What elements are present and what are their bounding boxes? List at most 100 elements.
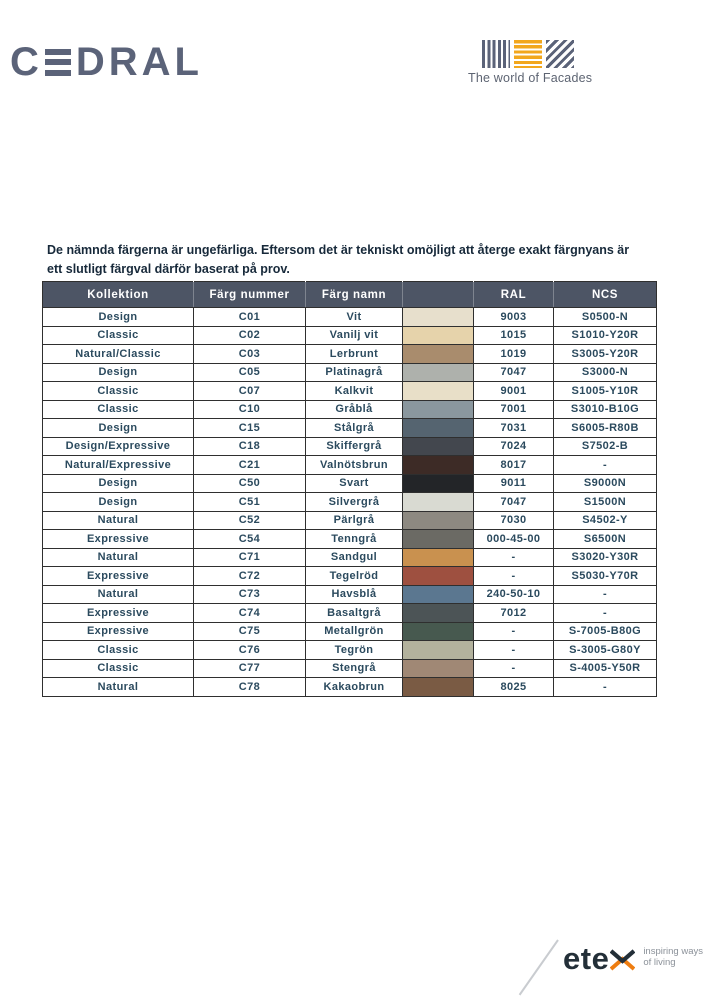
ncs-cell: S-7005-B80G <box>553 621 657 641</box>
etex-tagline: inspiring ways of living <box>643 946 703 969</box>
ral-cell: - <box>473 621 554 641</box>
color-swatch <box>402 325 474 345</box>
color-number-cell: C02 <box>193 325 306 345</box>
table-row: Expressive C75 Metallgrön - S-7005-B80G <box>42 621 657 641</box>
color-number-cell: C78 <box>193 677 306 697</box>
collection-cell: Natural <box>42 510 194 530</box>
color-swatch <box>402 547 474 567</box>
color-number-cell: C50 <box>193 473 306 493</box>
collection-cell: Expressive <box>42 621 194 641</box>
etex-logo: ete inspiring ways of living <box>563 941 703 977</box>
ral-cell: 7012 <box>473 603 554 623</box>
intro-line-1: De nämnda färgerna är ungefärliga. Efter… <box>47 242 630 257</box>
table-row: Expressive C74 Basaltgrå 7012 - <box>42 603 657 623</box>
ral-cell: 7031 <box>473 418 554 438</box>
color-name-cell: Kalkvit <box>305 381 403 401</box>
table-row: Natural C71 Sandgul - S3020-Y30R <box>42 547 657 567</box>
color-number-cell: C71 <box>193 547 306 567</box>
color-swatch <box>402 418 474 438</box>
collection-cell: Expressive <box>42 603 194 623</box>
collection-cell: Design/Expressive <box>42 436 194 456</box>
color-number-cell: C75 <box>193 621 306 641</box>
footer-diagonal-divider <box>518 939 559 996</box>
table-row: Design C50 Svart 9011 S9000N <box>42 473 657 493</box>
color-swatch <box>402 492 474 512</box>
collection-cell: Design <box>42 473 194 493</box>
cedral-logo-letter-c: C <box>10 40 43 84</box>
color-swatch <box>402 677 474 697</box>
table-row: Natural C73 Havsblå 240-50-10 - <box>42 584 657 604</box>
color-number-cell: C73 <box>193 584 306 604</box>
color-swatch <box>402 603 474 623</box>
ral-cell: 000-45-00 <box>473 529 554 549</box>
facades-tagline: The world of Facades <box>468 71 593 85</box>
table-row: Design C01 Vit 9003 S0500-N <box>42 307 657 327</box>
ncs-cell: S3010-B10G <box>553 399 657 419</box>
color-name-cell: Havsblå <box>305 584 403 604</box>
color-swatch <box>402 584 474 604</box>
color-number-cell: C76 <box>193 640 306 660</box>
collection-cell: Natural/Classic <box>42 344 194 364</box>
color-number-cell: C74 <box>193 603 306 623</box>
cedral-logo-e-bars-icon <box>44 48 71 76</box>
color-name-cell: Stålgrå <box>305 418 403 438</box>
color-table-body: Design C01 Vit 9003 S0500-N Classic C02 … <box>42 307 657 697</box>
color-name-cell: Svart <box>305 473 403 493</box>
color-name-cell: Basaltgrå <box>305 603 403 623</box>
etex-wordmark: ete <box>563 941 610 977</box>
ncs-cell: S7502-B <box>553 436 657 456</box>
table-row: Design/Expressive C18 Skiffergrå 7024 S7… <box>42 436 657 456</box>
ral-cell: 7047 <box>473 492 554 512</box>
table-row: Design C51 Silvergrå 7047 S1500N <box>42 492 657 512</box>
color-name-cell: Tegrön <box>305 640 403 660</box>
color-swatch <box>402 510 474 530</box>
color-name-cell: Platinagrå <box>305 362 403 382</box>
table-row: Natural C78 Kakaobrun 8025 - <box>42 677 657 697</box>
header-farg-namn: Färg namn <box>305 281 403 308</box>
collection-cell: Design <box>42 307 194 327</box>
color-name-cell: Pärlgrå <box>305 510 403 530</box>
header-ral: RAL <box>473 281 554 308</box>
collection-cell: Classic <box>42 381 194 401</box>
color-name-cell: Gråblå <box>305 399 403 419</box>
header-kollektion: Kollektion <box>42 281 194 308</box>
table-row: Classic C76 Tegrön - S-3005-G80Y <box>42 640 657 660</box>
ral-cell: - <box>473 547 554 567</box>
ncs-cell: S6500N <box>553 529 657 549</box>
collection-cell: Natural/Expressive <box>42 455 194 475</box>
color-name-cell: Stengrå <box>305 658 403 678</box>
table-header-row: Kollektion Färg nummer Färg namn RAL NCS <box>42 281 657 308</box>
color-number-cell: C21 <box>193 455 306 475</box>
collection-cell: Classic <box>42 325 194 345</box>
table-row: Natural/Expressive C21 Valnötsbrun 8017 … <box>42 455 657 475</box>
facades-logo: The world of Facades <box>468 40 593 85</box>
table-row: Expressive C72 Tegelröd - S5030-Y70R <box>42 566 657 586</box>
color-number-cell: C15 <box>193 418 306 438</box>
color-name-cell: Sandgul <box>305 547 403 567</box>
color-swatch <box>402 344 474 364</box>
vertical-stripes-icon <box>482 40 510 68</box>
ncs-cell: S1010-Y20R <box>553 325 657 345</box>
collection-cell: Natural <box>42 547 194 567</box>
table-row: Design C05 Platinagrå 7047 S3000-N <box>42 362 657 382</box>
collection-cell: Design <box>42 492 194 512</box>
color-swatch <box>402 455 474 475</box>
color-number-cell: C10 <box>193 399 306 419</box>
color-number-cell: C54 <box>193 529 306 549</box>
color-swatch <box>402 658 474 678</box>
intro-line-2: ett slutligt färgval därför baserat på p… <box>47 261 290 276</box>
ncs-cell: - <box>553 455 657 475</box>
ral-cell: 9001 <box>473 381 554 401</box>
ncs-cell: S-4005-Y50R <box>553 658 657 678</box>
color-swatch <box>402 640 474 660</box>
color-name-cell: Skiffergrå <box>305 436 403 456</box>
ral-cell: 8025 <box>473 677 554 697</box>
ral-cell: - <box>473 566 554 586</box>
ral-cell: 1019 <box>473 344 554 364</box>
ncs-cell: - <box>553 603 657 623</box>
ral-cell: 9003 <box>473 307 554 327</box>
ral-cell: 8017 <box>473 455 554 475</box>
color-swatch <box>402 529 474 549</box>
ral-cell: 240-50-10 <box>473 584 554 604</box>
ral-cell: - <box>473 640 554 660</box>
